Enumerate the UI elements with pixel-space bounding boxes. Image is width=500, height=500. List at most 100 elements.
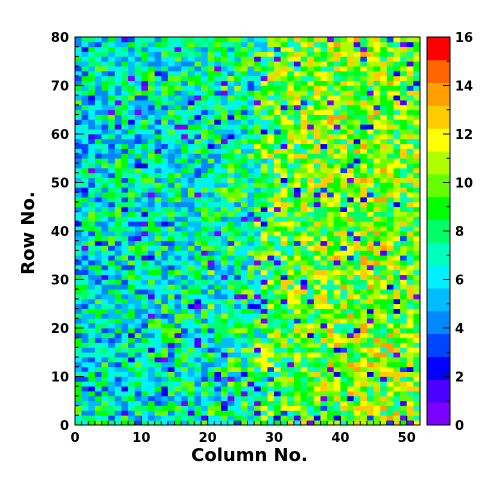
heatmap-cell	[101, 400, 109, 406]
heatmap-cell	[320, 250, 328, 256]
heatmap-cell	[386, 313, 394, 319]
heatmap-cell	[247, 395, 255, 402]
heatmap-cell	[254, 163, 262, 169]
heatmap-cell	[214, 255, 222, 261]
heatmap-cell	[307, 366, 315, 372]
heatmap-cell	[287, 420, 295, 426]
heatmap-cell	[360, 66, 368, 72]
heatmap-cell	[147, 138, 155, 145]
heatmap-cell	[128, 264, 136, 271]
heatmap-cell	[134, 143, 142, 149]
heatmap-cell	[75, 289, 82, 295]
heatmap-cell	[147, 211, 155, 217]
heatmap-cell	[380, 211, 388, 217]
heatmap-cell	[134, 119, 142, 125]
heatmap-cell	[134, 332, 142, 339]
heatmap-cell	[287, 221, 295, 227]
heatmap-cell	[320, 124, 328, 130]
heatmap-cell	[307, 100, 315, 106]
heatmap-cell	[247, 138, 255, 145]
heatmap-cell	[373, 245, 381, 251]
heatmap-cell	[201, 415, 209, 421]
heatmap-cell	[201, 124, 209, 130]
heatmap-cell	[234, 298, 242, 305]
heatmap-cell	[300, 347, 308, 353]
heatmap-cell	[220, 235, 228, 242]
heatmap-cell	[201, 143, 209, 149]
heatmap-cell	[207, 415, 215, 421]
heatmap-cell	[201, 167, 209, 174]
colorbar-segment	[427, 265, 450, 289]
heatmap-cell	[333, 41, 341, 48]
heatmap-cell	[280, 216, 288, 222]
heatmap-cell	[101, 167, 109, 174]
heatmap-cell	[347, 415, 354, 421]
heatmap-cell	[360, 158, 368, 164]
heatmap-cell	[307, 192, 315, 198]
heatmap-cell	[260, 313, 268, 319]
heatmap-cell	[240, 395, 248, 402]
heatmap-cell	[154, 415, 162, 421]
heatmap-cell	[88, 221, 96, 227]
heatmap-cell	[134, 182, 142, 188]
heatmap-cell	[267, 231, 275, 237]
heatmap-cell	[260, 85, 268, 91]
heatmap-cell	[154, 211, 162, 217]
heatmap-cell	[360, 221, 368, 227]
heatmap-cell	[280, 255, 288, 261]
heatmap-cell	[81, 85, 89, 91]
heatmap-cell	[360, 70, 368, 77]
heatmap-cell	[373, 318, 381, 324]
heatmap-cell	[147, 148, 155, 154]
heatmap-cell	[366, 56, 374, 62]
heatmap-cell	[181, 294, 189, 300]
heatmap-cell	[141, 201, 149, 208]
heatmap-cell	[400, 420, 408, 426]
heatmap-cell	[128, 410, 136, 416]
heatmap-cell	[121, 410, 129, 416]
heatmap-cell	[247, 386, 255, 392]
heatmap-cell	[247, 216, 255, 222]
heatmap-cell	[274, 357, 282, 363]
heatmap-cell	[181, 138, 189, 145]
heatmap-cell	[360, 357, 368, 363]
heatmap-cell	[267, 255, 275, 261]
heatmap-cell	[227, 415, 235, 421]
heatmap-cell	[247, 264, 255, 271]
heatmap-cell	[280, 274, 288, 280]
heatmap-cell	[280, 95, 288, 101]
heatmap-cell	[234, 134, 242, 140]
heatmap-cell	[108, 153, 116, 159]
heatmap-cell	[333, 294, 341, 300]
heatmap-cell	[313, 148, 321, 154]
heatmap-cell	[400, 124, 408, 130]
heatmap-cell	[187, 109, 195, 115]
heatmap-cell	[207, 100, 215, 106]
heatmap-cell	[340, 337, 348, 343]
heatmap-cell	[108, 109, 116, 115]
heatmap-cell	[128, 245, 136, 251]
heatmap-cell	[386, 75, 394, 81]
heatmap-cell	[201, 129, 209, 135]
heatmap-cell	[333, 75, 341, 81]
heatmap-cell	[114, 70, 122, 77]
heatmap-cell	[181, 342, 189, 348]
heatmap-cell	[287, 172, 295, 178]
heatmap-cell	[128, 134, 136, 140]
heatmap-cell	[114, 284, 122, 290]
heatmap-cell	[81, 400, 89, 406]
heatmap-cell	[347, 371, 354, 377]
heatmap-cell	[174, 61, 182, 67]
heatmap-cell	[101, 240, 109, 246]
heatmap-cell	[360, 138, 368, 145]
heatmap-cell	[293, 371, 301, 377]
heatmap-cell	[380, 80, 388, 86]
heatmap-cell	[154, 37, 162, 43]
heatmap-cell	[254, 371, 262, 377]
heatmap-cell	[187, 323, 195, 329]
heatmap-cell	[406, 138, 414, 145]
heatmap-cell	[340, 153, 348, 159]
heatmap-cell	[207, 201, 215, 208]
heatmap-cell	[214, 250, 222, 256]
heatmap-cell	[293, 255, 301, 261]
